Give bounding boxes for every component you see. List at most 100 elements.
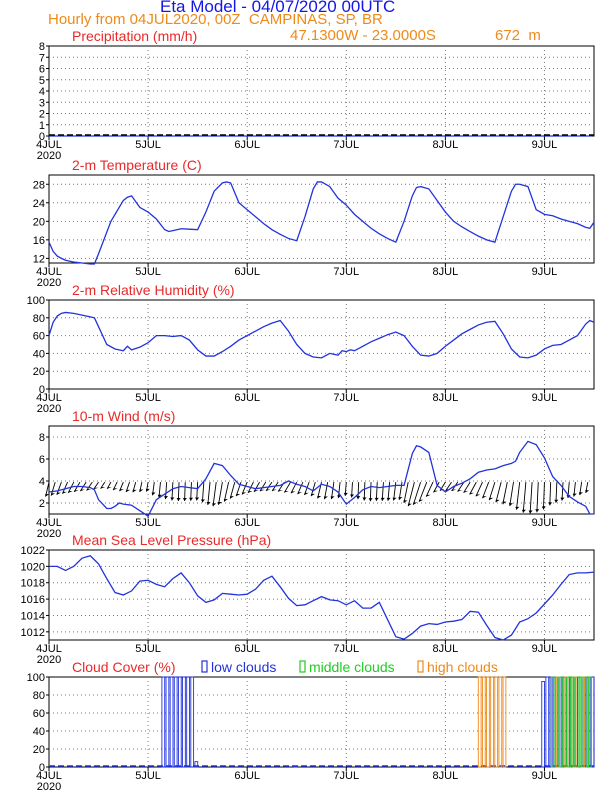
cloud-bar-low [190,676,195,768]
cloud-bar-low [186,676,190,768]
wind-arrow-head [259,489,265,492]
wind-arrow-head [407,503,412,507]
x-tick-label: 9JUL [532,517,558,529]
x-tick-label: 9JUL [532,643,558,655]
wind-arrow [241,481,248,495]
legend-label: middle clouds [309,659,395,675]
wind-arrow-head [290,491,296,494]
wind-arrow-head [323,496,328,500]
x-tick-label: 5JUL [135,266,161,278]
wind-arrow-head [86,489,92,491]
meteogram-title: Eta Model - 04/07/2020 00UTC [160,0,396,16]
y-tick-label: 12 [33,253,45,265]
wind-arrow-head [426,494,431,497]
x-tick-label: 8JUL [433,643,459,655]
cloud-bar-low [165,676,170,768]
cloud-bar-high [481,676,486,768]
wind-arrow [407,481,415,507]
wind-arrow-head [272,489,277,491]
wind-arrow-head [463,491,469,493]
wind-arrow-head [113,488,118,491]
x-tick-label: 9JUL [532,770,558,782]
panel-cloud: 0 20 40 60 80 100 4JUL 5JUL 6JUL 7JUL 8JUL 9JUL 2020… [27,659,595,792]
panel-title: 2-m Relative Humidity (%) [72,282,235,298]
wind-arrow-head [242,492,247,495]
wind-arrow-head [560,497,565,501]
station-coordinates: 47.1300W - 23.0000S [290,27,436,44]
x-year-label: 2020 [37,277,61,289]
wind-arrow [218,482,223,505]
wind-arrow [445,481,452,492]
wind-arrow-head [206,502,211,505]
legend-swatch [299,660,306,673]
y-tick-label: 6 [39,64,45,76]
wind-arrow-head [502,501,507,505]
wind-arrow [297,481,304,495]
wind-arrow [549,482,552,506]
panel-rh: 0 20 40 60 80 100 4JUL 5JUL 6JUL 7JUL 8JUL 9JUL 2020… [27,282,595,415]
wind-arrow [369,482,372,502]
y-tick-label: 40 [33,726,45,738]
wind-arrow [196,482,199,501]
wind-arrow-head [176,498,181,502]
panel-title: 10-m Wind (m/s) [72,408,175,424]
wind-arrow-head [521,509,526,513]
y-tick-label: 8 [39,432,45,444]
wind-arrow-head [145,488,150,492]
wind-arrow-head [350,494,355,498]
cloud-bar-high [502,676,507,768]
wind-arrow-head [68,491,73,493]
panel-frame [48,549,595,641]
y-tick-label: 20 [33,744,45,756]
legend-label: high clouds [427,659,498,675]
y-tick-label: 1 [39,120,45,132]
wind-arrow-head [51,493,56,496]
y-tick-label: 3 [39,97,45,109]
wind-arrow [412,481,422,505]
wind-arrow [387,482,391,501]
legend-swatch [201,660,208,673]
wind-arrow-head [398,497,403,500]
cloud-bar-high [494,676,499,768]
wind-arrow-head [297,492,302,495]
wind-arrow [433,481,440,493]
wind-arrow-head [151,492,156,496]
wind-arrow-head [489,497,494,501]
wind-arrow-head [278,490,283,492]
wind-arrow [324,482,329,500]
x-tick-label: 6JUL [234,392,260,404]
cloud-bar-low [545,676,550,768]
x-tick-label: 7JUL [333,139,359,151]
wind-arrow [86,481,93,491]
y-tick-label: 100 [27,295,45,307]
wind-arrow-head [362,497,367,501]
wind-arrow [457,481,465,492]
wind-arrow-head [554,499,559,503]
x-tick-label: 6JUL [234,643,260,655]
y-tick-label: 0 [39,384,45,396]
wind-arrow-head [56,492,61,495]
x-tick-label: 7JUL [333,517,359,529]
wind-arrow [177,482,180,502]
y-tick-label: 60 [33,708,45,720]
wind-arrow-head [317,496,322,499]
y-tick-label: 6 [39,454,45,466]
wind-arrow-head [189,497,194,501]
y-tick-label: 2 [39,498,45,510]
cloud-bar-high [477,676,482,768]
wind-arrow [207,482,211,505]
y-tick-label: 40 [33,348,45,360]
wind-arrow [363,482,366,501]
wind-arrow [509,482,514,507]
cloud-bar-low [293,765,298,768]
wind-arrow [330,482,335,500]
panel-frame [48,174,595,264]
panel-frame [48,425,595,515]
x-year-label: 2020 [37,403,61,415]
station-elevation: 672 m [495,27,541,44]
wind-arrow [184,482,186,502]
x-year-label: 2020 [37,781,61,792]
y-tick-label: 8 [39,41,45,53]
